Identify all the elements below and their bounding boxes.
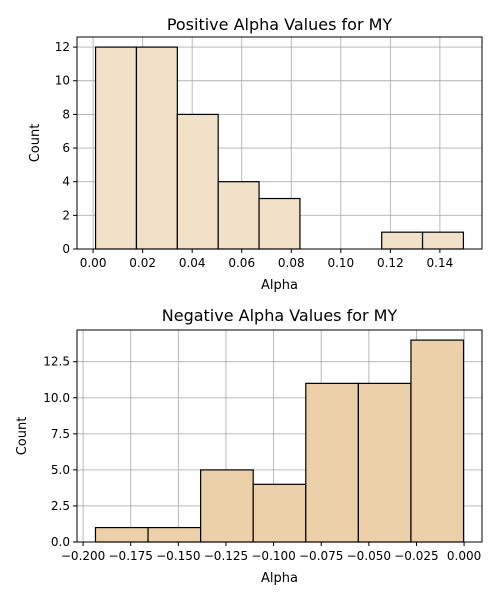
x-tick-label: 0.10 [327, 256, 354, 270]
x-tick-label: 0.08 [278, 256, 305, 270]
histogram-bar [410, 339, 465, 543]
y-tick-label: 2 [62, 208, 70, 222]
x-tick-label: 0.12 [377, 256, 404, 270]
x-tick-label: −0.200 [61, 549, 105, 563]
x-tick-label: 0.000 [447, 549, 481, 563]
y-tick-label: 10.0 [43, 391, 70, 405]
histogram-bar [381, 231, 424, 250]
y-tick-label: 12 [55, 40, 70, 54]
x-tick-label: −0.150 [156, 549, 200, 563]
histogram-bar [94, 526, 149, 543]
plot-frame [76, 329, 483, 543]
x-tick-label: 0.04 [179, 256, 206, 270]
chart-title: Positive Alpha Values for MY [167, 15, 393, 34]
histogram-bar [421, 231, 465, 250]
y-tick-label: 5.0 [51, 463, 70, 477]
chart-title: Negative Alpha Values for MY [162, 306, 398, 325]
y-tick-label: 12.5 [43, 355, 70, 369]
x-tick-label: 0.02 [129, 256, 156, 270]
histogram-bar [135, 46, 178, 250]
plot-frame [76, 36, 483, 250]
y-tick-label: 10 [55, 74, 70, 88]
y-tick-label: 2.5 [51, 499, 70, 513]
x-axis-label: Alpha [261, 571, 298, 586]
x-tick-label: −0.075 [299, 549, 343, 563]
y-tick-label: 4 [62, 175, 70, 189]
histogram-bar [147, 526, 202, 543]
x-tick-label: −0.050 [347, 549, 391, 563]
histogram-bar [217, 181, 260, 250]
x-tick-label: −0.125 [204, 549, 248, 563]
histogram-bar [200, 469, 254, 543]
histogram-bar [94, 46, 138, 250]
histogram-bar [176, 113, 219, 250]
x-axis-label: Alpha [261, 278, 298, 293]
x-tick-label: 0.14 [427, 256, 454, 270]
negative-alpha-chart: −0.200 −0.175 −0.150 −0.125 −0.100 −0.075 −0.0… [15, 306, 483, 586]
x-tick-label: 0.00 [80, 256, 107, 270]
y-axis-label: Count [28, 124, 43, 163]
y-tick-label: 8 [62, 107, 70, 121]
positive-alpha-chart: 0.00 0.02 0.04 0.06 0.08 0.10 0.12 0.14 0 2 4 6 8 10… [28, 15, 483, 293]
x-tick-label: −0.100 [251, 549, 295, 563]
y-tick-label: 6 [62, 141, 70, 155]
histogram-bar [252, 483, 307, 543]
y-tick-label: 0 [62, 242, 70, 256]
x-tick-label: −0.025 [394, 549, 438, 563]
y-axis-label: Count [15, 417, 30, 456]
y-tick-label: 0.0 [51, 535, 70, 549]
x-tick-label: 0.06 [228, 256, 255, 270]
histogram-bar [305, 382, 359, 543]
y-tick-label: 7.5 [51, 427, 70, 441]
histogram-bar [258, 197, 301, 250]
histogram-bar [357, 382, 412, 543]
x-tick-label: −0.175 [109, 549, 153, 563]
